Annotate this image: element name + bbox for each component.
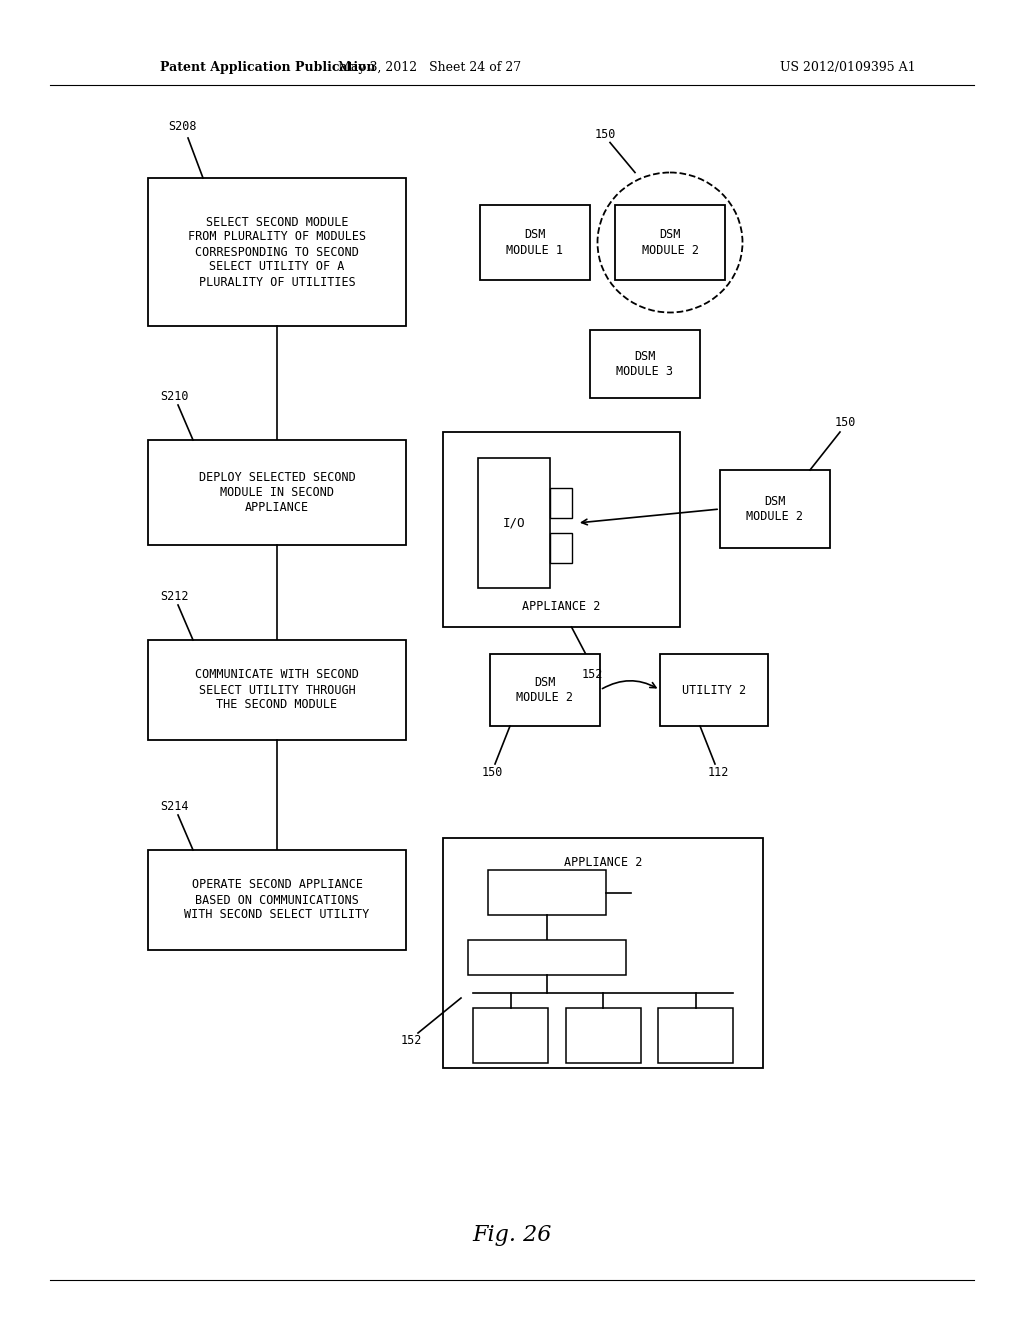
Bar bbox=[720, 470, 830, 548]
Bar bbox=[148, 850, 406, 950]
Bar bbox=[658, 1008, 733, 1063]
Text: 150: 150 bbox=[482, 766, 504, 779]
Text: S212: S212 bbox=[160, 590, 188, 602]
Bar bbox=[565, 1008, 640, 1063]
Text: DSM
MODULE 2: DSM MODULE 2 bbox=[746, 495, 804, 523]
Text: 150: 150 bbox=[595, 128, 616, 141]
Text: 150: 150 bbox=[835, 416, 856, 429]
Text: APPLIANCE 2: APPLIANCE 2 bbox=[564, 857, 642, 870]
Bar bbox=[443, 838, 763, 1068]
Text: DSM
MODULE 2: DSM MODULE 2 bbox=[516, 676, 573, 704]
Text: OPERATE SECOND APPLIANCE
BASED ON COMMUNICATIONS
WITH SECOND SELECT UTILITY: OPERATE SECOND APPLIANCE BASED ON COMMUN… bbox=[184, 879, 370, 921]
Text: DSM
MODULE 1: DSM MODULE 1 bbox=[507, 228, 563, 256]
Text: S214: S214 bbox=[160, 800, 188, 813]
Text: DSM
MODULE 3: DSM MODULE 3 bbox=[616, 350, 674, 378]
Text: S210: S210 bbox=[160, 389, 188, 403]
Bar bbox=[480, 205, 590, 280]
Bar bbox=[660, 653, 768, 726]
Bar bbox=[148, 640, 406, 741]
Bar bbox=[148, 440, 406, 545]
Text: 112: 112 bbox=[708, 766, 729, 779]
Text: S208: S208 bbox=[168, 120, 197, 132]
Bar bbox=[473, 1008, 548, 1063]
Bar bbox=[590, 330, 700, 399]
Text: 152: 152 bbox=[582, 668, 603, 681]
Bar bbox=[615, 205, 725, 280]
Bar bbox=[490, 653, 600, 726]
Text: Patent Application Publication: Patent Application Publication bbox=[160, 62, 376, 74]
Text: SELECT SECOND MODULE
FROM PLURALITY OF MODULES
CORRESPONDING TO SECOND
SELECT UT: SELECT SECOND MODULE FROM PLURALITY OF M… bbox=[188, 215, 366, 289]
Text: Fig. 26: Fig. 26 bbox=[472, 1224, 552, 1246]
Text: I/O: I/O bbox=[503, 516, 525, 529]
Bar bbox=[488, 870, 606, 915]
Text: 152: 152 bbox=[401, 1034, 422, 1047]
Bar bbox=[550, 533, 572, 564]
Text: DSM
MODULE 2: DSM MODULE 2 bbox=[641, 228, 698, 256]
Text: May 3, 2012   Sheet 24 of 27: May 3, 2012 Sheet 24 of 27 bbox=[339, 62, 521, 74]
Text: US 2012/0109395 A1: US 2012/0109395 A1 bbox=[780, 62, 915, 74]
Text: UTILITY 2: UTILITY 2 bbox=[682, 684, 746, 697]
Text: DEPLOY SELECTED SECOND
MODULE IN SECOND
APPLIANCE: DEPLOY SELECTED SECOND MODULE IN SECOND … bbox=[199, 471, 355, 513]
Bar bbox=[468, 940, 626, 975]
Bar bbox=[478, 458, 550, 587]
Text: COMMUNICATE WITH SECOND
SELECT UTILITY THROUGH
THE SECOND MODULE: COMMUNICATE WITH SECOND SELECT UTILITY T… bbox=[195, 668, 359, 711]
Bar bbox=[148, 178, 406, 326]
Bar bbox=[550, 488, 572, 517]
Bar bbox=[443, 432, 680, 627]
Text: APPLIANCE 2: APPLIANCE 2 bbox=[522, 601, 601, 614]
